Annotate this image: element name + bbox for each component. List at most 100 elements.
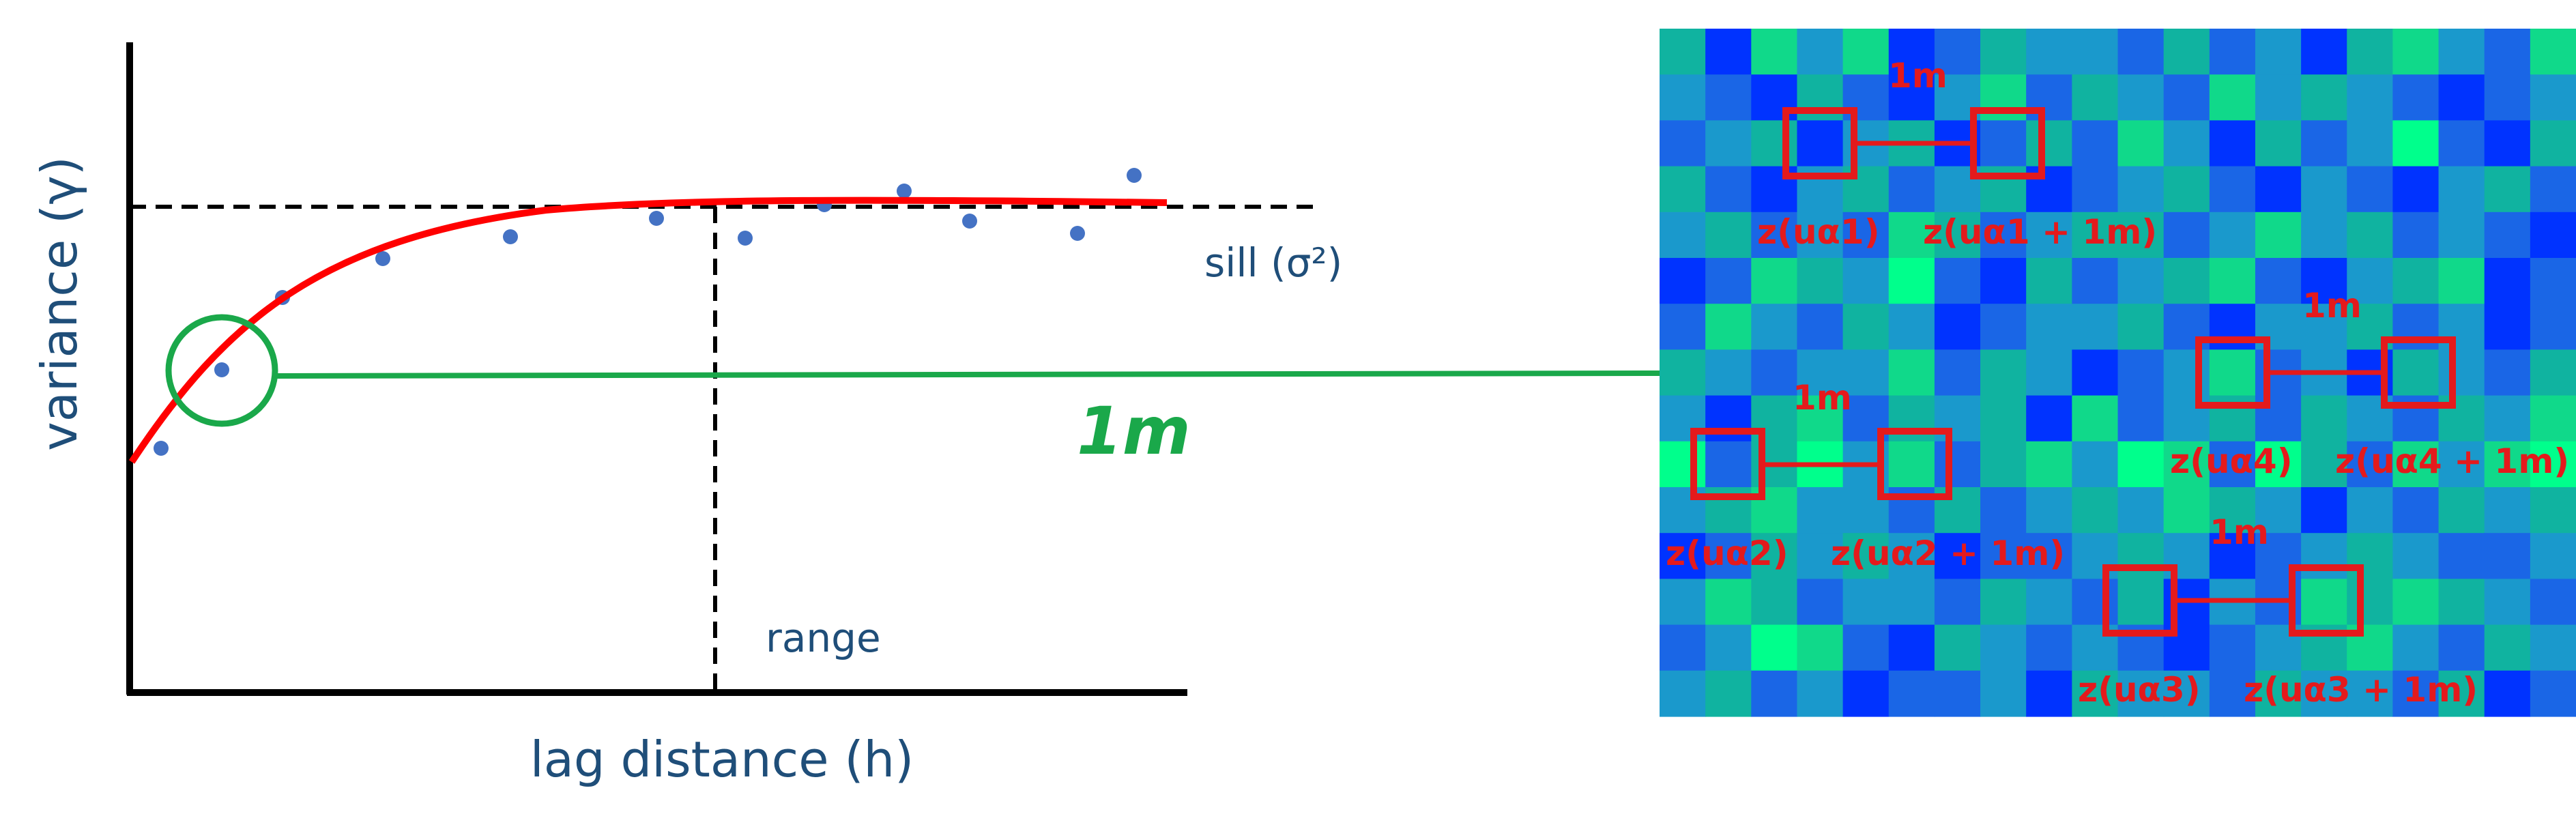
grid-cell: [2255, 166, 2302, 213]
grid-cell: [2484, 441, 2531, 488]
grid-cell: [2301, 395, 2347, 442]
grid-cell: [1842, 349, 1890, 396]
grid-cell: [1888, 212, 1935, 259]
grid-cell: [2438, 441, 2485, 488]
gridded-model: 1m z(uα1) z(uα1 + 1m) 1m z(uα4) z(uα4 + …: [1660, 29, 2576, 717]
data-point: [897, 184, 912, 199]
grid-cell: [1934, 212, 1981, 259]
grid-cell: [2301, 487, 2347, 534]
grid-cell: [2117, 29, 2165, 75]
grid-cell: [1934, 533, 1981, 579]
data-point: [738, 231, 753, 246]
grid-cell: [2072, 120, 2119, 167]
grid-cell: [2209, 533, 2256, 579]
grid-cell: [2530, 670, 2576, 717]
grid-cell: [1934, 258, 1981, 304]
grid-cell: [2484, 258, 2531, 304]
grid-cell: [1934, 624, 1981, 671]
grid-cell: [2163, 212, 2210, 259]
sample-pair-3: [2102, 564, 2364, 637]
pair1-right-label: z(uα1 + 1m): [1923, 212, 2157, 252]
grid-cell: [2117, 579, 2165, 626]
grid-cell: [2255, 258, 2302, 304]
grid-cell: [2209, 29, 2256, 75]
grid-cell: [2530, 29, 2576, 75]
x-axis-label: lag distance (h): [530, 731, 914, 788]
grid-cell: [1705, 624, 1752, 671]
grid-cell: [1660, 579, 1706, 626]
grid-cell: [2163, 74, 2210, 121]
pair4-right-label: z(uα4 + 1m): [2335, 441, 2569, 481]
grid-cell: [2301, 579, 2347, 626]
grid-cell: [2438, 670, 2485, 717]
grid-cell: [2484, 533, 2531, 579]
grid-cells: [1660, 29, 2576, 717]
grid-cell: [2026, 670, 2072, 717]
grid-cell: [1980, 395, 2027, 442]
grid-cell: [1934, 395, 1981, 442]
grid-cell: [1797, 29, 1844, 75]
grid-cell: [1888, 670, 1935, 717]
grid-cell: [1842, 579, 1890, 626]
grid-cell: [2026, 579, 2072, 626]
grid-cell: [2163, 533, 2210, 579]
grid-cell: [1660, 441, 1706, 488]
grid-cell: [2209, 487, 2256, 534]
grid-cell: [2484, 166, 2531, 213]
grid-cell: [1888, 579, 1935, 626]
pair2-gap-label: 1m: [1793, 378, 1852, 418]
grid-cell: [2392, 212, 2440, 259]
grid-cell: [2072, 304, 2119, 350]
grid-cell: [2117, 304, 2165, 350]
grid-cell: [1705, 441, 1752, 488]
sample-pair-4: [2195, 336, 2456, 409]
grid-cell: [2392, 441, 2440, 488]
grid-cell: [2392, 670, 2440, 717]
grid-cell: [1660, 212, 1706, 259]
grid-cell: [2530, 74, 2576, 121]
pair3-left-label: z(uα3): [2078, 670, 2201, 710]
grid-cell: [1888, 395, 1935, 442]
grid-cell: [1842, 304, 1890, 350]
grid-cell: [1980, 487, 2027, 534]
grid-cell: [1980, 441, 2027, 488]
grid-cell: [2392, 533, 2440, 579]
grid-cell: [2255, 487, 2302, 534]
grid-cell: [2530, 487, 2576, 534]
grid-cell: [2347, 670, 2393, 717]
grid-cell: [2117, 670, 2165, 717]
grid-cell: [2301, 441, 2347, 488]
grid-cell: [1980, 533, 2027, 579]
grid-cell: [2163, 166, 2210, 213]
grid-cell: [1797, 579, 1844, 626]
grid-cell: [2484, 670, 2531, 717]
grid-cell: [1980, 670, 2027, 717]
grid-cell: [1980, 579, 2027, 626]
grid-cell: [2438, 349, 2485, 396]
grid-cell: [2209, 624, 2256, 671]
grid-cell: [2209, 120, 2256, 167]
grid-cell: [2530, 395, 2576, 442]
grid-cell: [1980, 29, 2027, 75]
experimental-points: [154, 168, 1142, 456]
grid-cell: [1705, 29, 1752, 75]
grid-cell: [2301, 212, 2347, 259]
grid-cell: [2530, 120, 2576, 167]
grid-cell: [1842, 258, 1890, 304]
grid-cell: [2347, 166, 2393, 213]
grid-cell: [1705, 212, 1752, 259]
grid-cell: [2117, 212, 2165, 259]
grid-cell: [1797, 304, 1844, 350]
grid-cell: [2117, 120, 2165, 167]
grid-cell: [1797, 624, 1844, 671]
grid-cell: [2484, 212, 2531, 259]
variogram-plot: variance (γ) lag distance (h) sill (σ²) …: [31, 42, 1660, 788]
grid-cell: [2209, 441, 2256, 488]
grid-cell: [1888, 29, 1935, 75]
grid-cell: [1705, 120, 1752, 167]
pair2-right-label: z(uα2 + 1m): [1831, 534, 2065, 573]
grid-cell: [2347, 579, 2393, 626]
grid-cell: [2301, 258, 2347, 304]
grid-cell: [2163, 349, 2210, 396]
grid-cell: [2530, 533, 2576, 579]
